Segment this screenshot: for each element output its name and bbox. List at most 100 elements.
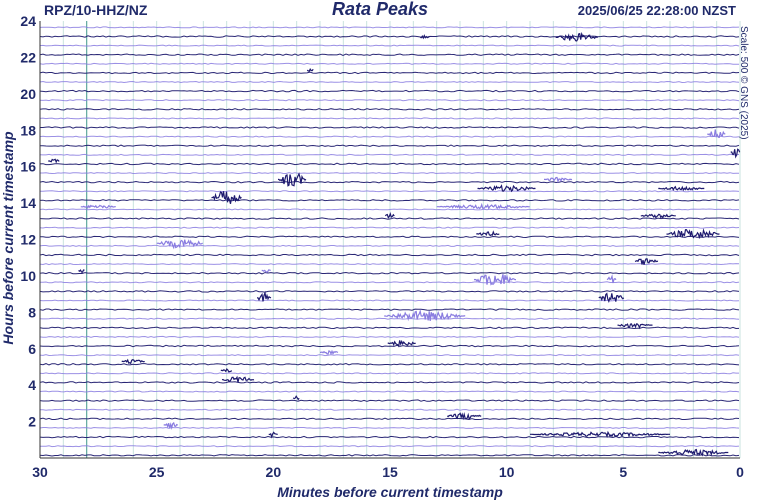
seismic-event — [658, 448, 729, 457]
trace-line — [39, 390, 740, 393]
trace-line — [39, 99, 740, 102]
trace-line — [39, 263, 740, 266]
trace-line — [39, 208, 739, 211]
trace-line — [39, 335, 740, 338]
trace-line — [39, 44, 740, 47]
seismic-event — [221, 375, 255, 383]
trace-line — [39, 162, 740, 166]
trace-line — [39, 89, 740, 93]
seismic-event — [163, 421, 179, 430]
seismic-event — [436, 202, 530, 210]
x-tick-label: 10 — [499, 464, 515, 480]
y-tick-label: 22 — [20, 49, 36, 65]
x-tick-label: 20 — [266, 464, 282, 480]
trace-line — [39, 153, 740, 156]
trace-line — [39, 226, 740, 229]
trace-line — [40, 281, 740, 284]
seismic-event — [477, 184, 536, 193]
y-tick-label: 10 — [20, 268, 36, 284]
seismic-event — [211, 191, 242, 204]
x-tick-label: 5 — [619, 464, 627, 480]
seismic-event — [476, 230, 500, 237]
trace-line — [39, 62, 739, 65]
trace-line — [39, 299, 740, 302]
trace-line — [39, 399, 740, 402]
trace-line — [39, 417, 740, 421]
y-tick-label: 12 — [20, 232, 36, 248]
trace-line — [39, 190, 740, 193]
y-tick-label: 14 — [20, 195, 36, 211]
trace-line — [39, 372, 739, 375]
trace-line — [39, 180, 740, 184]
trace-line — [39, 71, 740, 75]
trace-line — [39, 199, 740, 202]
trace-line — [39, 235, 740, 239]
trace-line — [39, 290, 740, 293]
seismic-event — [706, 129, 726, 139]
y-tick-label: 16 — [20, 159, 36, 175]
y-axis-title: Hours before current timestamp — [0, 131, 16, 345]
trace-line — [39, 308, 740, 311]
seismic-event — [78, 269, 85, 273]
trace-line — [39, 217, 740, 220]
seismic-event — [261, 269, 271, 273]
seismic-event — [384, 309, 466, 322]
x-tick-label: 15 — [382, 464, 398, 480]
event-layer — [48, 31, 741, 457]
x-tick-label: 25 — [149, 464, 165, 480]
seismic-event — [121, 358, 145, 365]
x-axis-title: Minutes before current timestamp — [277, 484, 503, 500]
seismic-event — [544, 176, 573, 183]
y-tick-label: 18 — [20, 122, 36, 138]
seismic-event — [658, 185, 705, 192]
y-tick-label: 24 — [20, 13, 36, 29]
trace-line — [39, 445, 740, 448]
seismic-event — [447, 412, 482, 421]
seismic-event — [555, 31, 598, 42]
trace-line — [39, 381, 740, 384]
trace-line — [39, 344, 740, 348]
seismic-event — [598, 292, 625, 303]
y-tick-label: 2 — [28, 414, 36, 430]
trace-line — [39, 271, 740, 275]
y-tick-label: 20 — [20, 86, 36, 102]
trace-line — [39, 35, 740, 38]
trace-line — [40, 408, 740, 411]
seismic-event — [617, 323, 653, 330]
trace-line — [39, 435, 740, 439]
x-tick-label: 30 — [32, 464, 48, 480]
trace-line — [39, 362, 740, 366]
seismic-event — [48, 158, 60, 164]
trace-line — [39, 108, 740, 111]
trace-line — [39, 135, 740, 138]
trace-line — [39, 454, 740, 457]
trace-line — [39, 244, 740, 247]
seismic-event — [277, 172, 307, 187]
trace-line — [39, 80, 740, 84]
trace-layer — [39, 26, 740, 457]
station-code: RPZ/10-HHZ/NZ — [44, 2, 148, 18]
y-tick-label: 4 — [28, 377, 36, 393]
seismic-event — [306, 68, 314, 73]
y-tick-label: 6 — [28, 341, 36, 357]
seismic-event — [420, 34, 430, 40]
seismic-event — [473, 274, 516, 286]
seismic-event — [220, 367, 233, 373]
seismic-event — [156, 239, 204, 250]
chart-title: Rata Peaks — [331, 0, 429, 19]
seismic-event — [292, 395, 300, 401]
trace-line — [39, 326, 740, 330]
trace-line — [39, 117, 740, 120]
seismic-event — [666, 228, 720, 239]
trace-line — [39, 426, 740, 430]
timestamp: 2025/06/25 22:28:00 NZST — [577, 3, 736, 18]
seismic-event — [387, 339, 416, 348]
seismic-event — [257, 290, 272, 302]
seismic-event — [384, 211, 395, 219]
scale-note: Scale: 500 © GNS (2025) — [738, 26, 749, 140]
trace-line — [39, 354, 740, 357]
trace-line — [39, 317, 740, 320]
trace-line — [40, 144, 740, 147]
